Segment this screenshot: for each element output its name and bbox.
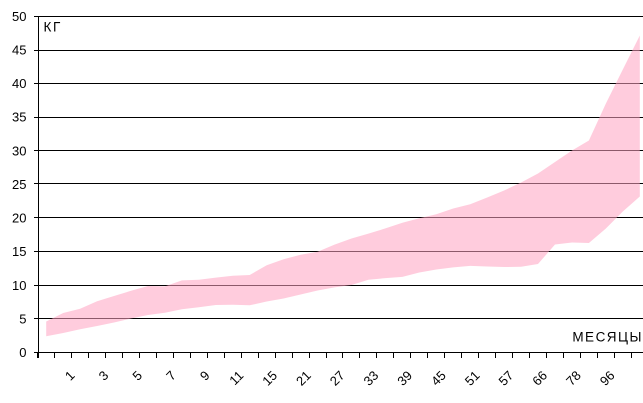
svg-text:15: 15: [12, 244, 26, 259]
svg-text:50: 50: [12, 9, 26, 24]
svg-text:20: 20: [12, 211, 26, 226]
svg-text:25: 25: [12, 177, 26, 192]
svg-text:КГ: КГ: [44, 19, 62, 34]
svg-text:10: 10: [12, 278, 26, 293]
svg-text:0: 0: [19, 345, 26, 360]
svg-text:5: 5: [19, 312, 26, 327]
svg-text:40: 40: [12, 76, 26, 91]
svg-text:МЕСЯЦЫ: МЕСЯЦЫ: [572, 329, 643, 344]
svg-text:30: 30: [12, 143, 26, 158]
svg-text:35: 35: [12, 110, 26, 125]
svg-text:45: 45: [12, 42, 26, 57]
